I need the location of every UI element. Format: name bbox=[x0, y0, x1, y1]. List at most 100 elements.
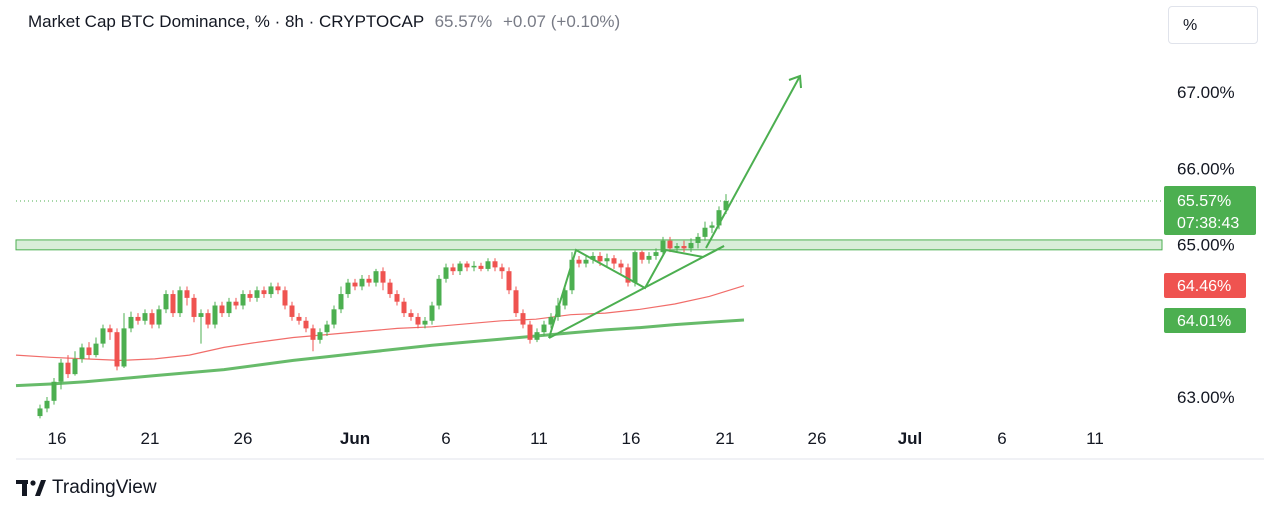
candle bbox=[674, 242, 680, 253]
candle bbox=[541, 320, 547, 336]
candle-body bbox=[366, 278, 372, 283]
candle bbox=[233, 297, 239, 310]
candle-body bbox=[541, 324, 547, 333]
btc-dominance-chart[interactable]: 67.00% 66.00% 65.00% 63.00% 16 21 26 Jun 6 11 16 21… bbox=[0, 0, 1280, 470]
percent-scale-button[interactable]: % bbox=[1168, 6, 1258, 44]
candle-body bbox=[534, 332, 540, 340]
candle bbox=[709, 221, 715, 234]
candle bbox=[72, 351, 78, 376]
tradingview-logo-icon bbox=[16, 480, 46, 496]
candle-body bbox=[702, 227, 708, 237]
candle bbox=[681, 240, 687, 253]
candle-body bbox=[114, 332, 120, 367]
x-tick-label: 11 bbox=[1086, 429, 1104, 448]
candle bbox=[394, 290, 400, 306]
candle bbox=[226, 297, 232, 317]
candle-body bbox=[310, 328, 316, 340]
candle bbox=[317, 328, 323, 344]
candle bbox=[163, 290, 169, 314]
candle bbox=[65, 355, 71, 378]
last-value: 65.57% bbox=[434, 12, 493, 31]
candle bbox=[205, 309, 211, 329]
candle-body bbox=[415, 316, 421, 325]
x-tick-label: 21 bbox=[716, 429, 735, 448]
candle-body bbox=[86, 347, 92, 356]
candle-body bbox=[345, 282, 351, 295]
candle bbox=[527, 320, 533, 344]
lower-trendline bbox=[548, 245, 725, 339]
candle-body bbox=[303, 320, 309, 329]
candle bbox=[429, 301, 435, 325]
candle bbox=[198, 309, 204, 344]
candle-body bbox=[485, 261, 491, 269]
candle bbox=[632, 250, 638, 287]
candle-body bbox=[569, 259, 575, 291]
candle-body bbox=[149, 313, 155, 325]
candle bbox=[177, 286, 183, 317]
candle-body bbox=[562, 290, 568, 306]
candle-body bbox=[233, 301, 239, 306]
candle bbox=[86, 342, 92, 359]
candle-body bbox=[170, 294, 176, 314]
candle-body bbox=[457, 263, 463, 272]
candle bbox=[58, 358, 64, 390]
candle bbox=[422, 316, 428, 329]
candle bbox=[345, 278, 351, 298]
candle bbox=[618, 259, 624, 274]
candle bbox=[366, 275, 372, 287]
candle bbox=[93, 337, 99, 358]
candle-body bbox=[688, 242, 694, 249]
candle-body bbox=[478, 265, 484, 269]
candle bbox=[184, 286, 190, 306]
candle-body bbox=[576, 259, 582, 264]
candle-body bbox=[205, 313, 211, 325]
candle-body bbox=[443, 267, 449, 279]
candle-body bbox=[177, 290, 183, 314]
candle bbox=[562, 286, 568, 310]
candle-body bbox=[100, 328, 106, 344]
candle bbox=[443, 263, 449, 283]
candle bbox=[37, 404, 43, 419]
candle-body bbox=[331, 309, 337, 325]
candle bbox=[506, 267, 512, 295]
candle-body bbox=[429, 305, 435, 321]
candle bbox=[79, 343, 85, 363]
candle bbox=[485, 258, 491, 272]
change-value: +0.07 (+0.10%) bbox=[503, 12, 621, 31]
candle-body bbox=[296, 316, 302, 321]
candle-body bbox=[527, 324, 533, 340]
candle-body bbox=[37, 408, 43, 417]
candle bbox=[457, 261, 463, 275]
y-tick-label: 66.00% bbox=[1177, 159, 1235, 178]
candle-body bbox=[261, 290, 267, 295]
candle bbox=[408, 309, 414, 321]
candle-body bbox=[513, 290, 519, 314]
candle-body bbox=[247, 294, 253, 298]
candle-body bbox=[450, 267, 456, 272]
candle bbox=[380, 267, 386, 291]
candle bbox=[156, 305, 162, 329]
candle-body bbox=[191, 297, 197, 317]
candle bbox=[548, 313, 554, 329]
ma-red-line bbox=[15, 285, 745, 362]
candle-body bbox=[373, 271, 379, 283]
candle-body bbox=[632, 252, 638, 283]
candle bbox=[135, 313, 141, 325]
brand-name: TradingView bbox=[52, 477, 157, 498]
candle bbox=[324, 320, 330, 336]
candle bbox=[604, 253, 610, 268]
candle bbox=[114, 328, 120, 371]
tradingview-footer[interactable]: TradingView bbox=[16, 477, 157, 499]
candle bbox=[275, 282, 281, 295]
candle bbox=[639, 250, 645, 264]
x-tick-label: 16 bbox=[48, 429, 67, 448]
candle-body bbox=[156, 309, 162, 325]
candle bbox=[51, 377, 57, 405]
last-price-text: 65.57% bbox=[1177, 193, 1231, 210]
candle bbox=[387, 278, 393, 298]
candle-body bbox=[674, 246, 680, 249]
candle-body bbox=[212, 305, 218, 325]
candle-body bbox=[107, 328, 113, 333]
candle-body bbox=[44, 400, 50, 409]
candle bbox=[338, 286, 344, 314]
